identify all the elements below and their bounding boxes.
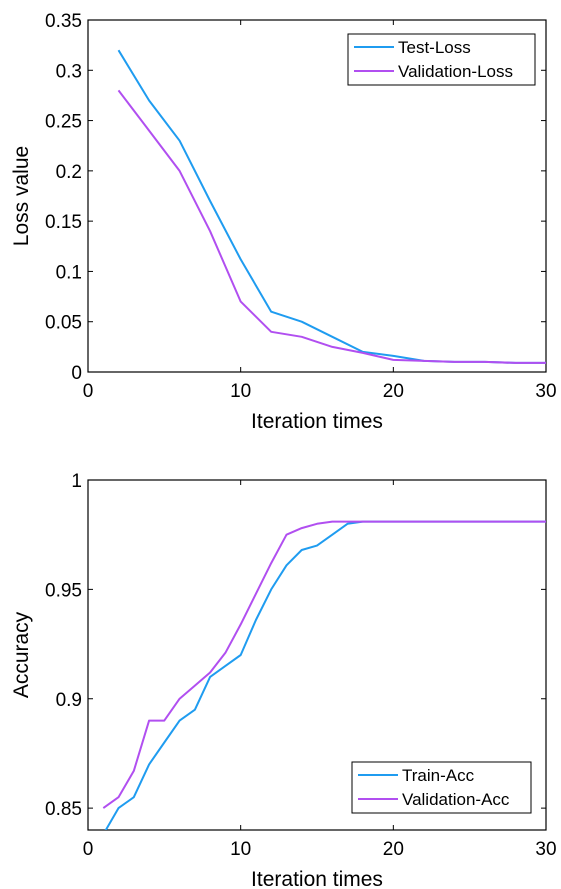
legend-box <box>351 761 532 814</box>
x-tick-label: 30 <box>535 381 556 402</box>
x-tick-label: 10 <box>230 381 251 402</box>
series-line-validation-loss <box>117 89 546 364</box>
x-tick-label: 10 <box>230 839 251 860</box>
legend-label: Validation-Loss <box>398 62 513 81</box>
y-tick-label: 0.95 <box>45 580 82 601</box>
y-tick-label: 0.3 <box>56 61 82 82</box>
y-tick-label: 0.05 <box>45 313 82 334</box>
y-tick-label: 0.1 <box>56 262 82 283</box>
legend-label: Test-Loss <box>398 38 471 57</box>
y-tick-label: 0.25 <box>45 112 82 133</box>
y-tick-label: 0.35 <box>45 11 82 32</box>
chart-2: 0 10 20 30 0.85 0.9 0.95 1 Iteration times Accura… <box>10 471 557 889</box>
y-axis-label: Accuracy <box>10 611 33 698</box>
y-axis-label: Loss value <box>10 146 33 246</box>
y-tick-label: 0 <box>71 363 82 384</box>
legend: Train-Acc Validation-Acc <box>351 761 532 814</box>
legend: Test-Loss Validation-Loss <box>347 33 536 86</box>
y-tick-label: 0.15 <box>45 212 82 233</box>
x-tick-label: 20 <box>383 381 404 402</box>
axes-frame <box>87 19 547 373</box>
legend-label: Validation-Acc <box>402 790 510 809</box>
y-tick-label: 0.85 <box>45 799 82 820</box>
chart-1: 0 10 20 30 0 0.05 0.1 0.15 0.2 0.25 0.3 0.35 Iterati… <box>10 11 557 433</box>
y-tick-label: 1 <box>71 471 82 492</box>
y-tick-label: 0.9 <box>56 690 82 711</box>
legend-box <box>347 33 536 86</box>
axes-frame <box>87 479 547 831</box>
legend-label: Train-Acc <box>402 766 475 785</box>
x-tick-label: 30 <box>535 839 556 860</box>
series-line-test-loss <box>117 49 546 364</box>
y-tick-label: 0.2 <box>56 162 82 183</box>
x-axis-label: Iteration times <box>251 410 383 433</box>
series-line-validation-acc <box>102 520 546 809</box>
x-axis-label: Iteration times <box>251 868 383 889</box>
x-tick-label: 20 <box>383 839 404 860</box>
x-tick-label: 0 <box>83 381 94 402</box>
x-tick-label: 0 <box>83 839 94 860</box>
